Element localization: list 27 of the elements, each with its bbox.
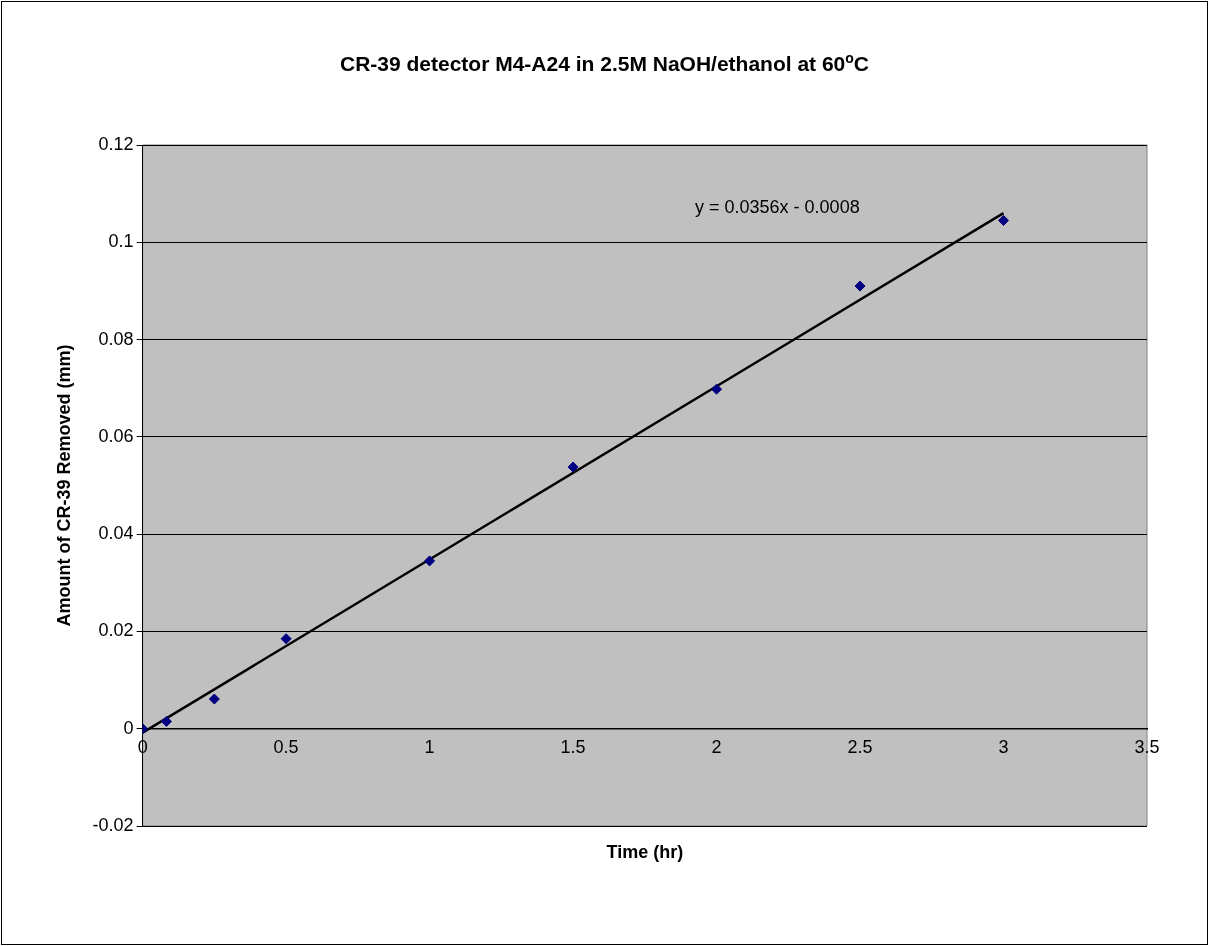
x-tick-label: 2 <box>711 737 722 758</box>
point <box>424 555 436 567</box>
annotation: y = 0.0356x - 0.0008 <box>695 197 860 217</box>
y-tick-label: 0.12 <box>98 133 134 154</box>
x-axis-title: Time (hr) <box>606 842 684 863</box>
point <box>854 280 866 292</box>
x-tick-label: 1.5 <box>560 737 586 758</box>
x-tick-label: 3 <box>998 737 1009 758</box>
y-tick-label: 0.02 <box>98 620 134 641</box>
y-tick-label: -0.02 <box>92 814 134 835</box>
y-tick-label: 0.08 <box>98 328 134 349</box>
point <box>711 383 723 395</box>
x-tick-label: 2.5 <box>847 737 873 758</box>
point <box>280 633 292 645</box>
x-tick-label: 1 <box>424 737 435 758</box>
x-tick-label: 0.5 <box>273 737 299 758</box>
y-tick-label: 0 <box>123 717 134 738</box>
point <box>567 461 579 473</box>
y-tick-label: 0.06 <box>98 425 134 446</box>
y-tick-label: 0.04 <box>98 523 134 544</box>
x-tick-label: 3.5 <box>1134 737 1160 758</box>
point <box>998 214 1010 226</box>
chart-title: CR-39 detector M4-A24 in 2.5M NaOH/ethanol at 60$^{o}$C <box>339 50 870 76</box>
point <box>160 715 172 727</box>
y-axis-title: Amount of CR-39 Removed (mm) <box>53 344 74 627</box>
y-tick-label: 0.1 <box>108 231 134 252</box>
point <box>208 693 220 705</box>
